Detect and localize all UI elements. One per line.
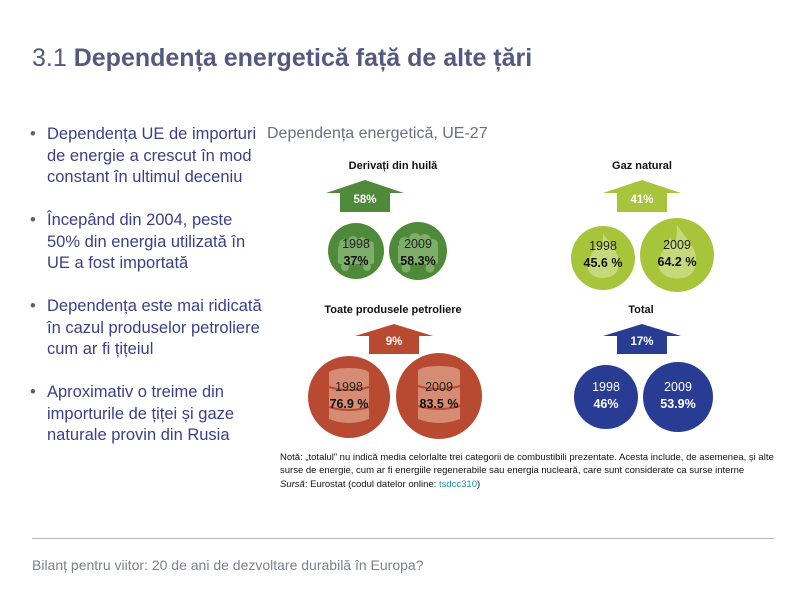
value-label: 45.6 % (583, 256, 623, 270)
footer-divider (32, 538, 774, 539)
arrow-up-icon (603, 324, 681, 354)
coal-wagon-icon (389, 222, 447, 280)
source-line: Sursă: Eurostat (codul datelor online: t… (280, 478, 775, 491)
change-label: 58% (353, 194, 377, 206)
bullet-item: Începând din 2004, peste 50% din energia… (28, 210, 268, 275)
footer-text: Bilanț pentru viitor: 20 de ani de dezvo… (32, 557, 424, 573)
gas-flame-icon (571, 226, 635, 290)
value-label: 64.2 % (657, 255, 697, 269)
arrow-shape (355, 324, 433, 354)
year-label: 2009 (404, 237, 432, 251)
value-label: 58.3% (400, 254, 436, 268)
year-label: 1998 (342, 237, 370, 251)
bullet-item: Aproximativ o treime din importurile de … (28, 382, 268, 447)
value-label: 37% (343, 254, 369, 268)
oil-barrel-icon (396, 353, 482, 439)
coal-wagon-icon (328, 223, 384, 279)
year-label: 2009 (664, 380, 692, 394)
year-label: 2009 (663, 238, 691, 252)
source-label: Sursă (280, 479, 305, 491)
infographic-title: Dependența energetică, UE-27 (267, 125, 488, 142)
category-label-oil: Toate produsele petroliere (324, 304, 462, 316)
source-code-link[interactable]: tsdcc310 (438, 479, 477, 491)
gas-flame-icon (640, 218, 714, 292)
bullet-list: Dependența UE de importuri de energie a … (28, 124, 268, 468)
change-label: 9% (385, 336, 403, 348)
change-label: 17% (630, 336, 654, 348)
source-text: : Eurostat (codul datelor online: (304, 479, 439, 491)
source-end: ) (477, 479, 481, 491)
year-label: 1998 (592, 380, 620, 394)
title-text: Dependența energetică față de alte țări (73, 44, 533, 72)
category-label-gas: Gaz natural (612, 160, 672, 172)
bullet-item: Dependența este mai ridicată în cazul pr… (28, 296, 268, 361)
year-label: 1998 (335, 380, 363, 394)
year-label: 1998 (589, 239, 617, 253)
section-number: 3.1 (32, 44, 67, 72)
bullet-item: Dependența UE de importuri de energie a … (28, 124, 268, 189)
value-label: 83.5 % (419, 397, 459, 411)
arrow-up-icon (603, 180, 681, 212)
value-label: 76.9 % (329, 397, 369, 411)
total-disc (574, 365, 638, 429)
disc-1998 (574, 365, 638, 429)
arrow-shape (603, 324, 681, 354)
value-label: 53.9% (660, 397, 696, 411)
change-label: 41% (630, 194, 654, 206)
total-disc (643, 362, 713, 432)
category-label-total: Total (628, 304, 654, 316)
note-text: Notă: „totalul” nu indică media celorlal… (280, 452, 774, 477)
figure-note: Notă: „totalul” nu indică media celorlal… (280, 451, 775, 492)
arrow-shape (326, 180, 404, 212)
arrow-shape (603, 180, 681, 212)
oil-barrel-icon (308, 356, 390, 438)
arrow-up-icon (355, 324, 433, 354)
arrow-up-icon (326, 180, 404, 212)
year-label: 2009 (425, 380, 453, 394)
disc-2009 (643, 362, 713, 432)
value-label: 46% (593, 397, 619, 411)
category-label-coal: Derivați din huilă (348, 160, 438, 172)
slide-title: 3.1 Dependența energetică față de alte ț… (32, 44, 532, 73)
